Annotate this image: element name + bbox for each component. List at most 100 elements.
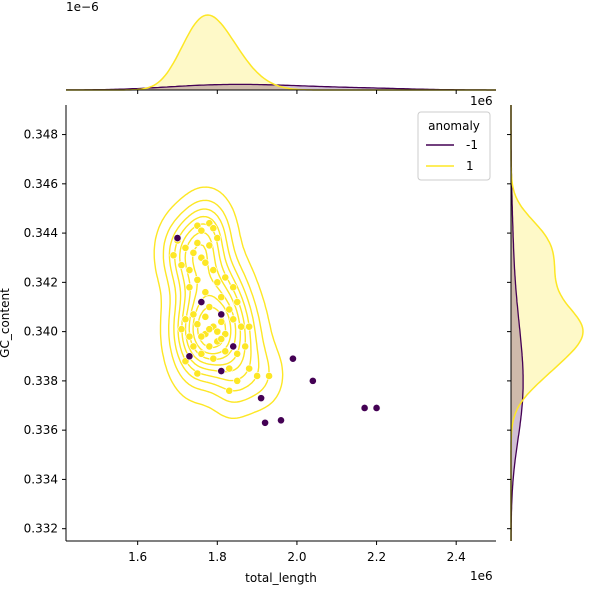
scatter-point-normal [213,234,222,242]
scatter-point-normal [193,239,202,247]
scatter-point-anomaly [217,310,226,319]
legend-label-anomaly-neg1: -1 [466,138,478,152]
scatter-point-normal [193,275,202,284]
scatter-point-normal [241,342,250,351]
scatter-point-normal [205,325,214,334]
scatter-point-normal [209,266,218,274]
right-marginal-kde: 1e6 [470,94,584,541]
scatter-point-anomaly [277,416,285,425]
scatter-point-normal [221,347,230,356]
scatter-point-normal [217,293,226,302]
scatter-point-normal [201,312,210,321]
scatter-point-normal [193,320,202,329]
kde-contours [153,186,284,419]
scatter-point-normal [189,342,198,351]
y-tick-label: 0.334 [24,472,58,486]
right-kde-purple-fill [511,105,524,541]
scatter-point-normal [209,354,218,363]
right-kde-yellow-fill [511,105,583,541]
scatter-point-anomaly [289,354,297,363]
scatter-point-normal [233,349,242,358]
y-tick-label: 0.344 [24,226,58,240]
scatter-point-anomaly [261,418,269,427]
scatter-point-normal [197,332,206,341]
scatter-point-normal [205,342,214,351]
scatter-point-normal [213,327,222,336]
scatter-point-normal [193,369,202,378]
scatter-point-anomaly [217,367,226,375]
scatter-point-normal [185,332,194,341]
scatter-point-normal [233,298,242,306]
y-tick-label: 0.340 [24,325,58,339]
top-kde-yellow-fill [66,15,496,90]
axes: 1.6 1.8 2.0 2.2 2.4 0.332 0.334 0.336 0.338 0.34… [0,105,496,585]
scatter-point-anomaly [197,298,206,306]
scatter-point-normal [245,322,254,331]
scatter-point-normal [237,322,246,331]
scatter-point-normal [229,283,238,292]
scatter-point-normal [201,288,210,297]
x-tick-label: 1.6 [128,550,147,564]
scatter-point-normal [205,303,214,311]
main-plot-area [153,186,381,427]
x-axis-label: total_length [245,571,317,585]
scatter-point-normal [221,273,230,282]
x-ticks: 1.6 1.8 2.0 2.2 2.4 [128,541,466,564]
scatter-point-normal [197,226,206,235]
scatter-point-normal [225,305,234,314]
scatter-point-normal [265,372,273,380]
scatter-point-normal [205,241,214,250]
x-offset-label: 1e6 [470,569,493,583]
top-marginal-kde: 1e−6 [66,0,496,94]
scatter-point-normal [225,364,234,373]
top-marginal-ticks [137,90,457,94]
scatter-point-normal [253,372,262,380]
legend-label-anomaly-1: 1 [466,159,474,173]
scatter-point-normal [189,310,198,319]
scatter-points [169,219,381,427]
scatter-point-normal [201,258,210,267]
x-tick-label: 2.0 [287,550,306,564]
x-tick-label: 1.8 [208,550,227,564]
top-marginal-offset-label: 1e−6 [66,0,99,14]
scatter-point-normal [229,315,238,324]
scatter-point-normal [209,224,218,233]
scatter-point-normal [185,266,194,274]
scatter-point-anomaly [308,376,317,385]
top-kde-yellow-line [66,14,496,91]
y-tick-label: 0.346 [24,177,58,191]
y-tick-label: 0.338 [24,374,58,388]
scatter-point-anomaly [360,404,369,412]
scatter-point-normal [185,283,194,292]
x-tick-label: 2.4 [447,550,466,564]
scatter-point-normal [169,251,178,260]
right-marginal-ticks [507,134,511,530]
kde-contour-line [162,199,270,403]
legend-title: anomaly [428,119,480,133]
scatter-point-normal [225,386,234,395]
y-axis-label: GC_content [0,288,12,358]
y-tick-label: 0.336 [24,423,58,437]
scatter-point-normal [177,261,186,270]
scatter-point-normal [245,364,254,373]
x-tick-label: 2.2 [367,550,386,564]
scatter-point-anomaly [257,394,265,403]
scatter-point-anomaly [229,342,238,351]
y-tick-label: 0.332 [24,522,58,536]
y-ticks: 0.332 0.334 0.336 0.338 0.340 0.342 0.344 0.346… [24,128,66,536]
scatter-point-normal [181,243,190,252]
scatter-point-anomaly [372,404,381,412]
scatter-point-anomaly [173,234,182,242]
right-marginal-offset-label: 1e6 [470,94,493,108]
scatter-point-normal [233,376,242,385]
scatter-point-normal [181,315,190,324]
kde-contour-line [153,186,284,419]
y-tick-label: 0.348 [24,128,58,142]
scatter-point-normal [197,349,206,358]
y-tick-label: 0.342 [24,275,58,289]
scatter-point-normal [213,278,222,287]
scatter-point-normal [217,335,226,343]
scatter-point-normal [217,317,226,326]
legend: anomaly -1 1 [417,111,491,181]
